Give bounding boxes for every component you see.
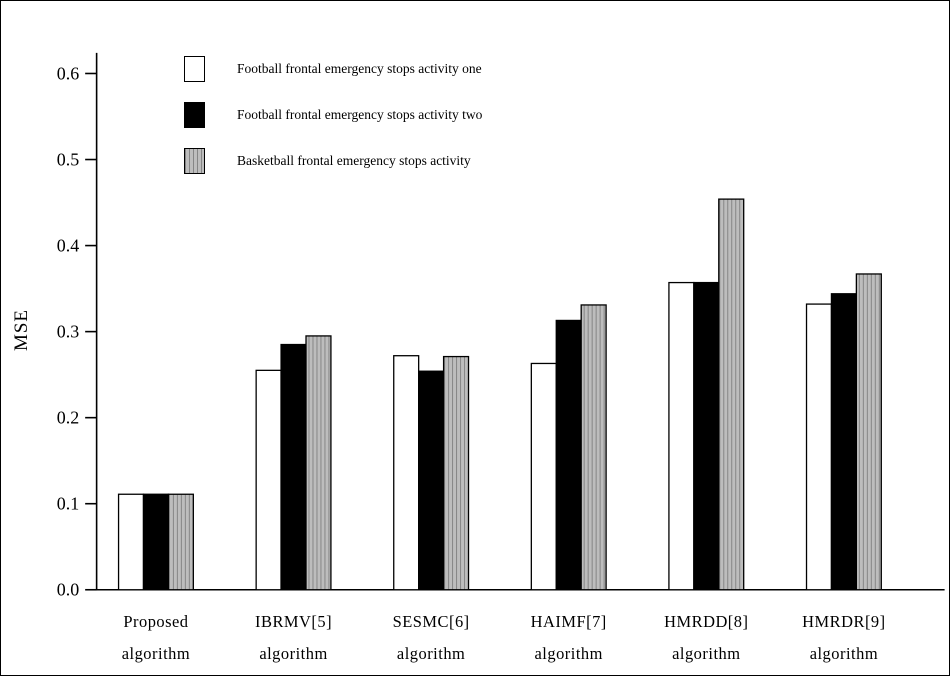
x-axis-labels: Proposed algorithm IBRMV[5] algorithm SESMC[…	[122, 612, 885, 663]
x-category-suffix: algorithm	[810, 644, 878, 663]
y-axis-title: MSE	[11, 308, 32, 352]
bar-group2-series1	[393, 355, 420, 591]
x-category-label: HMRDR[9]	[802, 612, 885, 631]
y-tick-label: 0.6	[57, 63, 79, 83]
legend-label-activity-two: Football frontal emergency stops activit…	[237, 106, 483, 122]
y-tick-label: 0.3	[57, 322, 79, 342]
x-category-label: HMRDD[8]	[664, 612, 748, 631]
bar-group2-series2	[418, 370, 445, 591]
y-tick-label: 0.0	[57, 580, 79, 600]
legend: Football frontal emergency stops activit…	[184, 55, 482, 174]
bar-group0-series3	[167, 493, 194, 591]
x-category-label: IBRMV[5]	[255, 612, 332, 631]
bar-group5-series3	[855, 273, 882, 591]
legend-label-basketball: Basketball frontal emergency stops activ…	[237, 152, 471, 168]
bar-group1-series2	[280, 343, 307, 591]
bar-group1-series3	[305, 335, 332, 591]
bar-group5-series1	[805, 303, 833, 591]
legend-swatch-black	[184, 101, 205, 128]
x-category-suffix: algorithm	[397, 644, 465, 663]
legend-item-basketball: Basketball frontal emergency stops activ…	[184, 147, 482, 174]
legend-label-activity-one: Football frontal emergency stops activit…	[237, 60, 482, 76]
legend-item-activity-one: Football frontal emergency stops activit…	[184, 55, 482, 82]
x-category-suffix: algorithm	[672, 644, 740, 663]
y-tick-label: 0.4	[57, 236, 79, 256]
legend-swatch-gray-hatched	[184, 147, 205, 174]
y-tick-label: 0.5	[57, 150, 79, 170]
legend-swatch-white	[184, 55, 205, 82]
bar-group3-series3	[580, 304, 607, 591]
x-category-label: Proposed	[123, 612, 188, 631]
y-tick-label: 0.2	[57, 408, 79, 428]
bar-group3-series1	[530, 362, 557, 591]
bar-group5-series2	[830, 293, 858, 591]
bar-group0-series2	[142, 493, 170, 591]
axes: 0.0 0.1 0.2 0.3 0.4 0.5 0.6	[57, 52, 945, 600]
x-category-suffix: algorithm	[535, 644, 603, 663]
bar-groups	[117, 198, 882, 591]
bar-group3-series2	[555, 319, 582, 591]
y-tick-label: 0.1	[57, 494, 79, 514]
bar-group1-series1	[255, 369, 282, 591]
x-category-suffix: algorithm	[122, 644, 190, 663]
bar-group2-series3	[442, 355, 470, 591]
x-category-label: SESMC[6]	[393, 612, 470, 631]
bar-group4-series2	[693, 281, 720, 591]
bar-group4-series1	[668, 281, 695, 591]
bar-group4-series3	[718, 198, 745, 591]
x-category-label: HAIMF[7]	[531, 612, 607, 631]
x-category-suffix: algorithm	[259, 644, 327, 663]
legend-item-activity-two: Football frontal emergency stops activit…	[184, 101, 482, 128]
bar-group0-series1	[117, 493, 145, 591]
